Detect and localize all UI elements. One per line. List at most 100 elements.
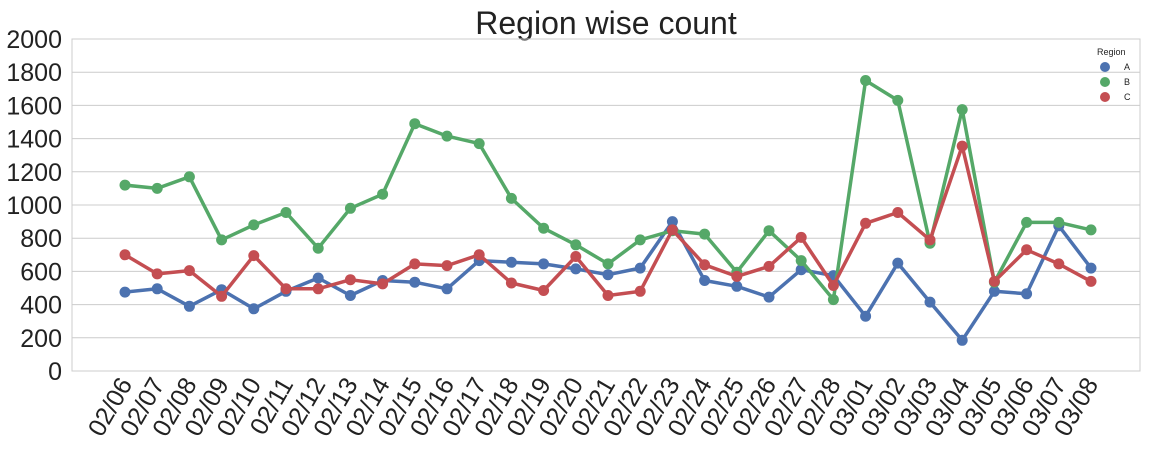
series-layer xyxy=(119,75,1097,346)
y-tick-label: 400 xyxy=(20,292,62,320)
data-point xyxy=(505,277,517,289)
data-point xyxy=(988,275,1000,287)
data-point xyxy=(409,118,421,130)
data-point xyxy=(699,275,711,286)
data-point xyxy=(860,310,872,322)
data-point xyxy=(538,258,550,270)
x-axis-tick-labels: 02/0602/0702/0802/0902/1002/1102/1202/13… xyxy=(83,373,1105,441)
y-tick-label: 1000 xyxy=(6,192,62,220)
data-point xyxy=(988,285,1000,297)
chart-title: Region wise count xyxy=(475,5,737,41)
y-tick-label: 0 xyxy=(48,358,62,386)
data-point xyxy=(119,249,131,261)
series-C xyxy=(119,140,1097,302)
legend-label: C xyxy=(1124,92,1131,102)
data-point xyxy=(344,290,356,301)
data-point xyxy=(151,182,163,194)
data-point xyxy=(1085,262,1097,274)
data-point xyxy=(216,234,228,246)
legend: Region ABC xyxy=(1097,47,1131,102)
data-point xyxy=(731,280,743,292)
data-point xyxy=(1085,224,1097,236)
data-point xyxy=(1021,216,1033,228)
data-point xyxy=(377,188,389,200)
data-point xyxy=(183,171,195,183)
data-point xyxy=(312,272,324,284)
data-point xyxy=(248,303,260,315)
data-point xyxy=(666,216,678,228)
data-point xyxy=(473,138,485,150)
data-point xyxy=(441,283,453,295)
data-point xyxy=(280,283,292,295)
y-tick-label: 1800 xyxy=(6,59,62,87)
data-point xyxy=(699,259,711,271)
data-point xyxy=(183,265,195,277)
data-point xyxy=(409,258,421,270)
data-point xyxy=(505,256,517,268)
data-point xyxy=(1021,288,1033,300)
data-point xyxy=(409,276,421,288)
legend-marker xyxy=(1100,77,1110,87)
data-point xyxy=(248,250,260,262)
data-point xyxy=(183,300,195,312)
data-point xyxy=(892,94,904,106)
data-point xyxy=(795,231,807,243)
data-point xyxy=(344,202,356,214)
y-tick-label: 1600 xyxy=(6,92,62,120)
legend-label: A xyxy=(1124,62,1130,72)
series-line xyxy=(124,219,1093,343)
data-point xyxy=(795,255,807,267)
data-point xyxy=(634,262,646,274)
data-point xyxy=(473,249,485,261)
y-tick-label: 1200 xyxy=(6,159,62,187)
data-point xyxy=(248,219,260,231)
data-point xyxy=(892,207,904,218)
data-point xyxy=(216,290,228,302)
data-point xyxy=(795,264,807,276)
data-point xyxy=(505,192,517,204)
data-point xyxy=(312,283,324,295)
data-point xyxy=(892,257,904,269)
data-point xyxy=(731,270,743,282)
y-tick-label: 600 xyxy=(20,258,62,286)
series-A xyxy=(119,216,1097,346)
data-point xyxy=(344,274,356,286)
data-point xyxy=(441,260,453,272)
data-point xyxy=(119,179,131,191)
legend-title: Region xyxy=(1097,47,1126,57)
data-point xyxy=(570,251,582,262)
data-point xyxy=(1053,258,1065,270)
data-point xyxy=(634,234,646,246)
y-axis-tick-labels: 0 200 400 600 800 1000 1200 1400 1600 1800 2000 xyxy=(6,26,62,386)
legend-label: B xyxy=(1124,77,1130,87)
data-point xyxy=(602,290,614,301)
data-point xyxy=(1085,275,1097,287)
data-point xyxy=(924,234,936,246)
data-point xyxy=(538,285,550,296)
data-point xyxy=(763,225,775,237)
data-point xyxy=(151,283,163,295)
legend-marker xyxy=(1100,62,1110,72)
data-point xyxy=(666,224,678,236)
y-tick-label: 1400 xyxy=(6,126,62,154)
data-point xyxy=(699,228,711,240)
data-point xyxy=(280,207,292,218)
data-point xyxy=(956,140,968,152)
data-point xyxy=(956,104,968,116)
data-point xyxy=(860,75,872,86)
data-point xyxy=(377,278,389,290)
y-tick-label: 2000 xyxy=(6,26,62,54)
data-point xyxy=(441,130,453,142)
plot-frame xyxy=(71,38,1141,372)
data-point xyxy=(1053,216,1065,228)
data-point xyxy=(570,239,582,251)
data-point xyxy=(602,269,614,281)
data-point xyxy=(924,296,936,308)
y-tick-label: 800 xyxy=(20,225,62,253)
data-point xyxy=(763,260,775,272)
data-point xyxy=(570,263,582,275)
y-tick-label: 200 xyxy=(20,325,62,353)
data-point xyxy=(827,280,839,291)
data-point xyxy=(151,268,163,280)
